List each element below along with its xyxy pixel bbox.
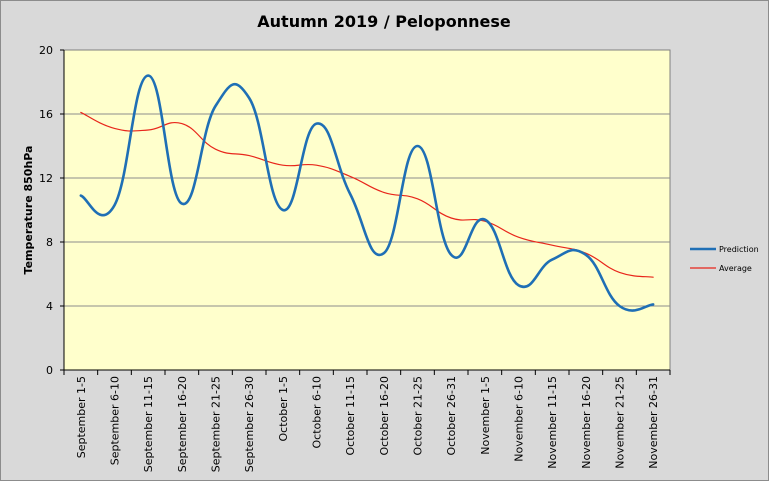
legend-label-prediction: Prediction: [719, 245, 759, 254]
x-tick-label: October 1-5: [277, 376, 290, 441]
x-tick-label: September 26-30: [243, 376, 256, 472]
x-tick-label: October 6-10: [311, 376, 324, 448]
legend-label-average: Average: [719, 264, 752, 273]
x-tick-label: September 1-5: [75, 376, 88, 458]
y-axis-ticks: 0 4 8 12 16 20: [39, 44, 65, 377]
x-tick-label: September 6-10: [109, 376, 122, 465]
y-tick-label: 20: [39, 44, 53, 57]
x-tick-label: November 21-25: [614, 376, 627, 469]
y-axis-label: Temperature 850hPa: [22, 146, 35, 275]
y-tick-label: 4: [46, 300, 53, 313]
y-tick-label: 16: [39, 108, 53, 121]
gridlines: [64, 113, 670, 307]
series-line-average: [80, 111, 654, 278]
x-tick-label: October 16-20: [378, 376, 391, 455]
y-tick-label: 0: [46, 364, 53, 377]
x-tick-label: October 26-31: [445, 376, 458, 455]
x-tick-label: November 11-15: [546, 376, 559, 469]
series-lines: [79, 74, 655, 312]
series-line-prediction: [79, 74, 655, 312]
x-tick-label: November 1-5: [479, 376, 492, 455]
x-tick-label: September 16-20: [176, 376, 189, 472]
x-tick-label: November 6-10: [513, 376, 526, 462]
x-tick-label: October 11-15: [344, 376, 357, 455]
x-tick-label: September 21-25: [210, 376, 223, 472]
legend: Prediction Average: [690, 245, 759, 273]
x-tick-label: October 21-25: [412, 376, 425, 455]
x-tick-label: September 11-15: [142, 376, 155, 472]
plot-area: [63, 49, 671, 371]
y-tick-label: 12: [39, 172, 53, 185]
y-tick-label: 8: [46, 236, 53, 249]
x-tick-label: November 16-20: [580, 376, 593, 469]
chart-title: Autumn 2019 / Peloponnese: [257, 12, 511, 31]
x-axis-ticks: September 1-5 September 6-10 September 11-…: [63, 369, 671, 472]
x-tick-label: November 26-31: [647, 376, 660, 469]
